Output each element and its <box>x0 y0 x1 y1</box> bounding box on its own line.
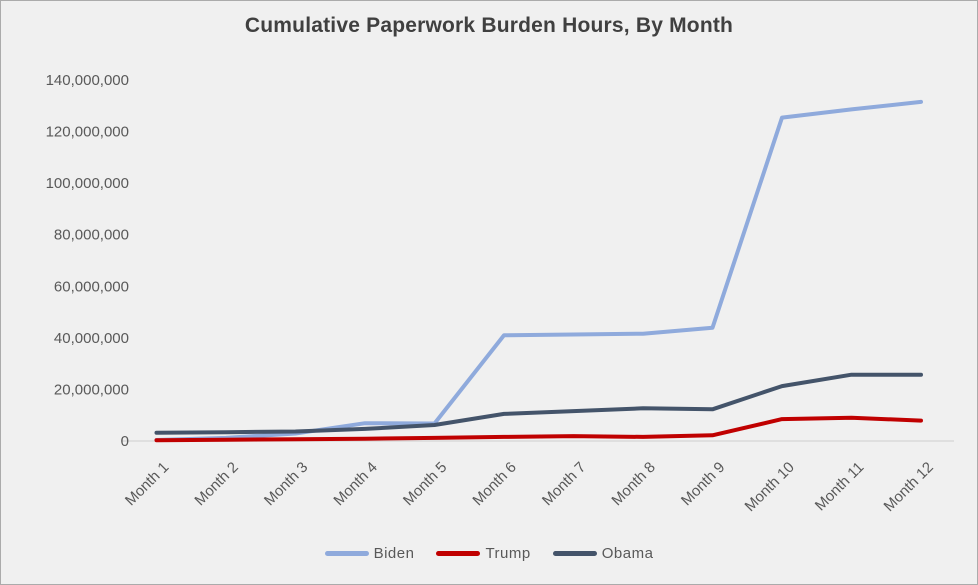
x-axis-label: Month 11 <box>812 459 867 514</box>
x-axis-label: Month 9 <box>678 459 728 509</box>
y-axis-label: 120,000,000 <box>46 124 129 141</box>
obama-series-line <box>154 372 923 435</box>
x-axis-label: Month 3 <box>261 459 311 509</box>
trump-line-swatch <box>436 551 481 556</box>
x-axis-label: Month 6 <box>469 459 519 509</box>
y-axis-label: 60,000,000 <box>54 278 129 295</box>
legend-item-trump: Trump <box>436 545 530 562</box>
x-axis-label: Month 2 <box>191 459 241 509</box>
y-axis-label: 140,000,000 <box>46 72 129 89</box>
biden-line-swatch <box>324 551 369 556</box>
y-axis-label: 80,000,000 <box>54 227 129 244</box>
trump-series-line <box>154 415 923 443</box>
x-axis-label: Month 10 <box>742 459 798 515</box>
y-axis-label: 40,000,000 <box>54 330 129 347</box>
chart-title: Cumulative Paperwork Burden Hours, By Mo… <box>244 14 734 37</box>
legend-label-biden: Biden <box>373 545 415 562</box>
x-axis-label: Month 7 <box>539 459 589 509</box>
legend-label-trump: Trump <box>485 545 531 562</box>
chart-legend: Biden Trump Obama <box>1 545 977 562</box>
legend-item-obama: Obama <box>552 545 654 562</box>
x-axis-label: Month 12 <box>881 459 937 515</box>
y-axis-label: 0 <box>121 433 129 450</box>
y-axis-label: 20,000,000 <box>54 381 129 398</box>
legend-item-biden: Biden <box>324 545 415 562</box>
y-axis-label: 100,000,000 <box>46 175 129 192</box>
x-axis-label: Month 1 <box>122 459 172 509</box>
legend-label-obama: Obama <box>601 545 654 562</box>
x-axis-label: Month 4 <box>330 459 380 509</box>
x-axis-label: Month 5 <box>400 459 450 509</box>
biden-series-line <box>154 99 923 442</box>
obama-line-swatch <box>552 551 597 556</box>
x-axis-label: Month 8 <box>608 459 658 509</box>
